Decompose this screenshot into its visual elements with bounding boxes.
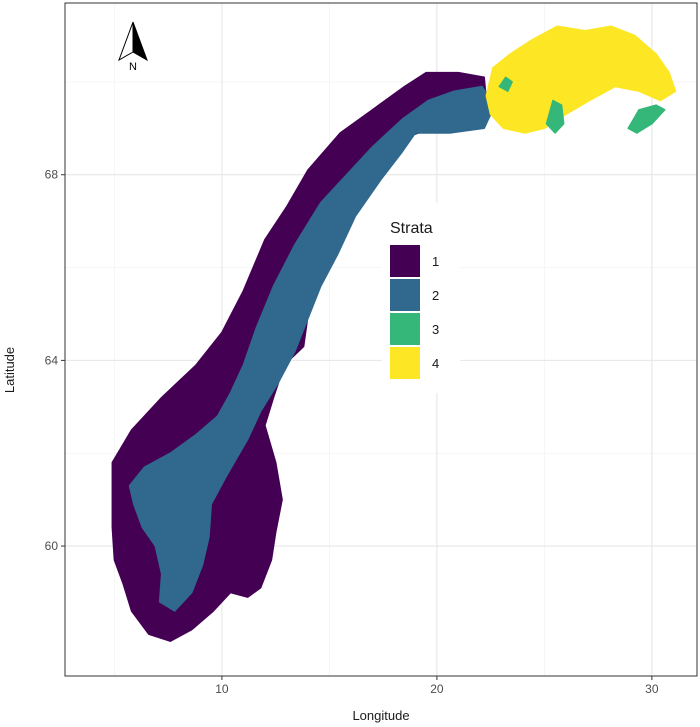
y-axis-title: Latitude bbox=[2, 347, 17, 393]
legend-title: Strata bbox=[390, 220, 433, 237]
panel-border bbox=[64, 2, 698, 677]
stratum-3-region bbox=[498, 76, 513, 92]
legend: Strata 1 2 3 4 bbox=[382, 203, 460, 393]
stratum-2-region bbox=[128, 85, 496, 612]
north-arrow: N bbox=[118, 21, 148, 73]
legend-entries: 1 2 3 4 bbox=[390, 245, 439, 379]
y-tick-label: 68 bbox=[45, 168, 59, 182]
y-tick-label: 64 bbox=[45, 353, 59, 367]
x-axis-title: Longitude bbox=[352, 708, 409, 723]
x-tick-label: 30 bbox=[645, 682, 659, 696]
x-tick-label: 20 bbox=[430, 682, 444, 696]
legend-swatch-4 bbox=[390, 347, 420, 379]
y-tick-label: 60 bbox=[45, 539, 59, 553]
north-arrow-right-half bbox=[132, 21, 148, 62]
legend-swatch-3 bbox=[390, 313, 420, 345]
x-tick-label: 10 bbox=[215, 682, 229, 696]
north-arrow-label: N bbox=[129, 61, 137, 73]
legend-swatch-1 bbox=[390, 245, 420, 277]
stratum-3-region bbox=[627, 104, 666, 134]
legend-swatch-2 bbox=[390, 279, 420, 311]
legend-label-4: 4 bbox=[432, 356, 439, 371]
legend-label-2: 2 bbox=[432, 288, 439, 303]
legend-label-1: 1 bbox=[432, 254, 439, 269]
stratum-3-region bbox=[545, 99, 565, 134]
strata-regions bbox=[111, 25, 677, 642]
axis-ticks: 10 20 30 60 64 68 bbox=[45, 168, 659, 696]
stratum-4-region bbox=[485, 25, 677, 134]
legend-label-3: 3 bbox=[432, 322, 439, 337]
